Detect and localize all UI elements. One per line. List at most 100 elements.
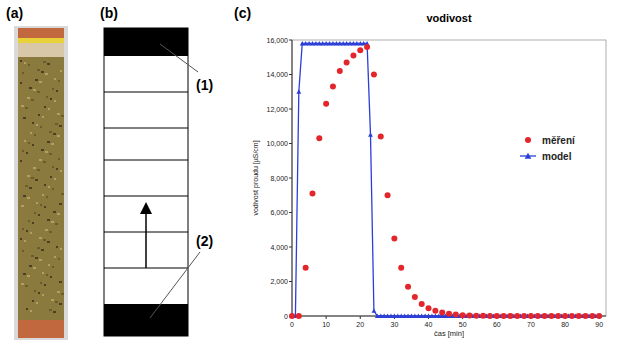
measured-point: [446, 311, 452, 317]
measured-point: [548, 313, 554, 319]
grain: [22, 228, 24, 230]
measured-point: [453, 312, 459, 318]
grain: [31, 255, 34, 257]
measured-point: [350, 53, 356, 59]
y-tick-label: 6,000: [270, 209, 288, 216]
measured-point: [398, 265, 404, 271]
grain: [55, 123, 58, 125]
grain: [49, 153, 52, 155]
column-scheme: [104, 28, 200, 336]
grain: [27, 197, 30, 199]
grain: [45, 151, 48, 153]
grain: [44, 284, 46, 286]
measured-point: [439, 310, 445, 316]
grain: [36, 202, 38, 204]
measured-point: [316, 135, 322, 141]
cell-border: [104, 196, 188, 197]
layer-label: (2): [196, 233, 213, 249]
grain: [42, 194, 44, 196]
grain: [42, 116, 44, 118]
band: [18, 38, 64, 43]
grain: [26, 230, 28, 232]
measured-point: [337, 68, 343, 74]
grain: [35, 257, 38, 259]
cap: [18, 320, 64, 338]
measured-point: [385, 192, 391, 198]
grain: [23, 273, 26, 275]
grain: [42, 272, 44, 274]
grain: [43, 161, 46, 163]
grain: [61, 193, 64, 195]
grain: [36, 124, 38, 126]
cell-border: [104, 160, 188, 161]
y-tick-label: 10,000: [267, 140, 289, 147]
grain: [58, 158, 60, 160]
grain: [38, 292, 40, 294]
grain: [32, 122, 34, 124]
measured-point: [514, 313, 520, 319]
grain: [28, 220, 30, 222]
legend: měřenímodel: [520, 135, 576, 162]
grain: [21, 283, 24, 285]
model-point: [296, 89, 301, 93]
measured-point: [426, 305, 432, 311]
grain: [52, 88, 54, 90]
grain: [47, 219, 50, 221]
model-point: [371, 308, 376, 312]
y-tick-label: 4,000: [270, 244, 288, 251]
grain: [41, 71, 44, 73]
measured-point: [378, 134, 384, 140]
grain: [39, 159, 42, 161]
measured-point: [466, 312, 472, 318]
grain: [37, 247, 40, 249]
grain: [59, 281, 62, 283]
grain: [22, 72, 24, 74]
grain: [61, 115, 64, 117]
grain: [33, 267, 36, 269]
photo-background: [14, 26, 68, 340]
grain: [29, 265, 32, 267]
y-tick: [289, 212, 292, 213]
measured-point: [589, 313, 595, 319]
grain: [52, 266, 54, 268]
y-tick: [289, 40, 292, 41]
measured-point: [528, 313, 534, 319]
grain: [47, 63, 50, 65]
grain: [40, 204, 42, 206]
grain: [35, 79, 38, 81]
grain: [30, 310, 32, 312]
leader-line: [150, 252, 200, 318]
grain: [50, 276, 52, 278]
model-point: [474, 314, 479, 318]
grain: [48, 108, 50, 110]
measured-point: [303, 265, 309, 271]
grain: [51, 143, 54, 145]
grain: [39, 259, 42, 261]
grain: [27, 175, 30, 177]
grain: [41, 249, 44, 251]
grain: [46, 196, 48, 198]
grain: [54, 256, 56, 258]
x-axis-title: čas [min]: [434, 329, 464, 338]
measured-point: [309, 191, 315, 197]
measured-point: [535, 313, 541, 319]
x-tick-label: 30: [390, 321, 398, 328]
y-tick-label: 14,000: [267, 71, 289, 78]
grain: [52, 188, 54, 190]
grain: [53, 311, 56, 313]
grain: [41, 149, 44, 151]
measured-point: [330, 84, 336, 90]
x-tick-label: 50: [459, 321, 467, 328]
panel-letter: (b): [100, 5, 118, 21]
grain: [26, 152, 28, 154]
grain: [55, 301, 58, 303]
grain: [29, 187, 32, 189]
grain: [44, 206, 46, 208]
grain: [22, 250, 24, 252]
measured-point: [460, 312, 466, 318]
grain: [47, 141, 50, 143]
flow-arrow-head: [140, 202, 152, 214]
grain: [43, 239, 46, 241]
measured-point: [419, 301, 425, 307]
x-tick-label: 0: [290, 321, 294, 328]
